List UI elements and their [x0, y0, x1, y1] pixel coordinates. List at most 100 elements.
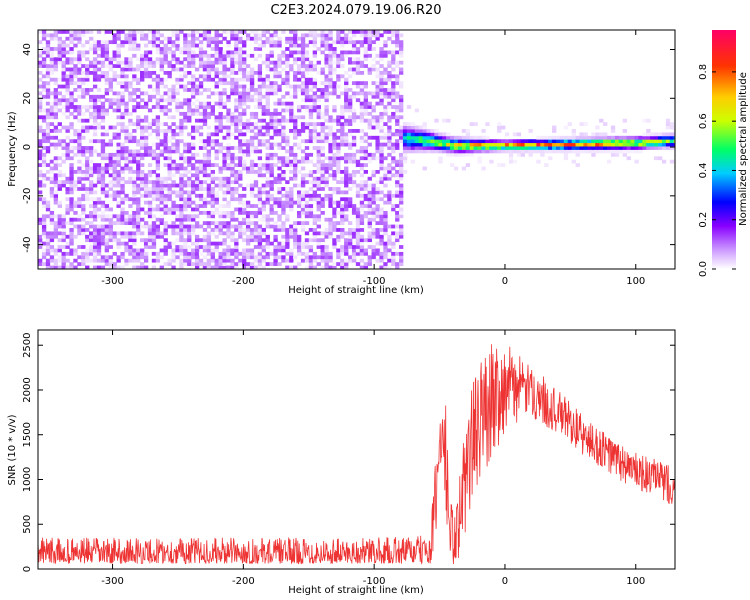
- spectrogram-cell: [198, 50, 204, 55]
- spectrogram-cell: [257, 129, 263, 133]
- spectrogram-cell: [171, 248, 176, 253]
- y-tick-label: 2500: [22, 332, 33, 357]
- spectrogram-cell: [383, 142, 388, 147]
- spectrogram-cell: [163, 98, 168, 103]
- spectrogram-cell: [399, 115, 404, 120]
- spectrogram-cell: [650, 132, 655, 137]
- spectrogram-cell: [128, 248, 133, 253]
- spectrogram-cell: [89, 149, 94, 154]
- spectrogram-cell: [269, 118, 274, 123]
- spectrogram-cell: [194, 30, 200, 34]
- spectrogram-cell: [175, 217, 180, 222]
- spectrogram-cell: [387, 94, 392, 99]
- spectrogram-cell: [296, 204, 302, 208]
- spectrogram-cell: [469, 146, 474, 150]
- spectrogram-cell: [179, 111, 184, 116]
- spectrogram-cell: [269, 251, 274, 256]
- spectrogram-cell: [104, 262, 110, 266]
- spectrogram-cell: [320, 251, 325, 256]
- spectrogram-cell: [61, 245, 66, 249]
- spectrogram-cell: [96, 30, 102, 34]
- spectrogram-cell: [214, 265, 219, 270]
- spectrogram-cell: [159, 180, 164, 185]
- spectrogram-cell: [38, 234, 43, 239]
- spectrogram-cell: [183, 166, 188, 171]
- spectrogram-cell: [38, 101, 43, 106]
- spectrogram-cell: [646, 142, 651, 147]
- spectrogram-cell: [245, 214, 251, 219]
- spectrogram-cell: [245, 241, 251, 246]
- spectrogram-cell: [234, 245, 239, 249]
- spectrogram-cell: [442, 146, 447, 150]
- spectrogram-cell: [81, 146, 86, 150]
- spectrogram-cell: [57, 108, 62, 113]
- spectrogram-cell: [253, 238, 259, 243]
- spectrogram-cell: [375, 88, 380, 92]
- spectrogram-cell: [257, 193, 263, 198]
- spectrogram-cell: [104, 228, 110, 232]
- spectrogram-cell: [210, 231, 215, 236]
- spectrogram-cell: [210, 251, 215, 256]
- spectrogram-cell: [112, 33, 117, 38]
- spectrogram-cell: [379, 53, 384, 58]
- spectrogram-cell: [599, 132, 604, 137]
- spectrogram-cell: [395, 91, 400, 96]
- spectrogram-cell: [116, 217, 121, 222]
- spectrogram-cell: [230, 248, 235, 253]
- spectrogram-x-label: Height of straight line (km): [288, 285, 424, 296]
- spectrogram-cell: [140, 180, 145, 185]
- spectrogram-cell: [265, 197, 270, 202]
- spectrogram-cell: [379, 234, 384, 239]
- spectrogram-cell: [257, 132, 263, 137]
- spectrogram-cell: [65, 241, 70, 246]
- spectrogram-cell: [265, 105, 270, 109]
- spectrogram-cell: [155, 115, 161, 120]
- spectrogram-cell: [120, 241, 125, 246]
- spectrogram-cell: [316, 224, 321, 229]
- spectrogram-cell: [92, 163, 98, 167]
- spectrogram-cell: [140, 193, 145, 198]
- spectrogram-cell: [73, 180, 78, 185]
- spectrogram-cell: [391, 60, 396, 65]
- spectrogram-cell: [665, 125, 671, 130]
- spectrogram-cell: [242, 221, 247, 226]
- spectrogram-cell: [187, 81, 192, 86]
- spectrogram-cell: [45, 258, 51, 263]
- spectrogram-cell: [163, 221, 168, 226]
- spectrogram-cell: [89, 70, 94, 75]
- spectrogram-cell: [96, 224, 102, 229]
- spectrogram-cell: [41, 74, 47, 79]
- spectrogram-cell: [230, 180, 235, 185]
- colorbar-tick-label: 0.0: [698, 261, 709, 277]
- spectrogram-cell: [328, 132, 333, 137]
- spectrogram-cell: [348, 115, 353, 120]
- spectrogram-cell: [124, 166, 129, 171]
- spectrogram-cell: [96, 74, 102, 79]
- spectrogram-cell: [198, 183, 204, 188]
- spectrogram-cell: [242, 139, 247, 144]
- spectrogram-cell: [73, 57, 78, 62]
- spectrogram-cell: [273, 142, 278, 147]
- spectrogram-cell: [38, 238, 43, 243]
- spectrogram-cell: [61, 139, 66, 144]
- spectrogram-cell: [159, 207, 164, 212]
- spectrogram-cell: [85, 234, 90, 239]
- spectrogram-cell: [351, 142, 357, 147]
- spectrogram-cell: [206, 101, 212, 106]
- spectrogram-cell: [634, 146, 639, 150]
- spectrogram-cell: [340, 125, 345, 130]
- spectrogram-cell: [544, 149, 549, 154]
- spectrogram-cell: [238, 84, 243, 89]
- spectrogram-cell: [552, 135, 557, 140]
- spectrogram-cell: [497, 142, 502, 147]
- spectrogram-cell: [77, 245, 82, 249]
- spectrogram-cell: [363, 94, 369, 99]
- spectrogram-cell: [171, 115, 176, 120]
- spectrogram-cell: [375, 70, 380, 75]
- spectrogram-cell: [304, 190, 310, 195]
- spectrogram-cell: [308, 173, 314, 178]
- spectrogram-cell: [41, 81, 47, 86]
- spectrogram-cell: [351, 135, 357, 140]
- spectrogram-cell: [81, 255, 86, 260]
- spectrogram-cell: [198, 33, 204, 38]
